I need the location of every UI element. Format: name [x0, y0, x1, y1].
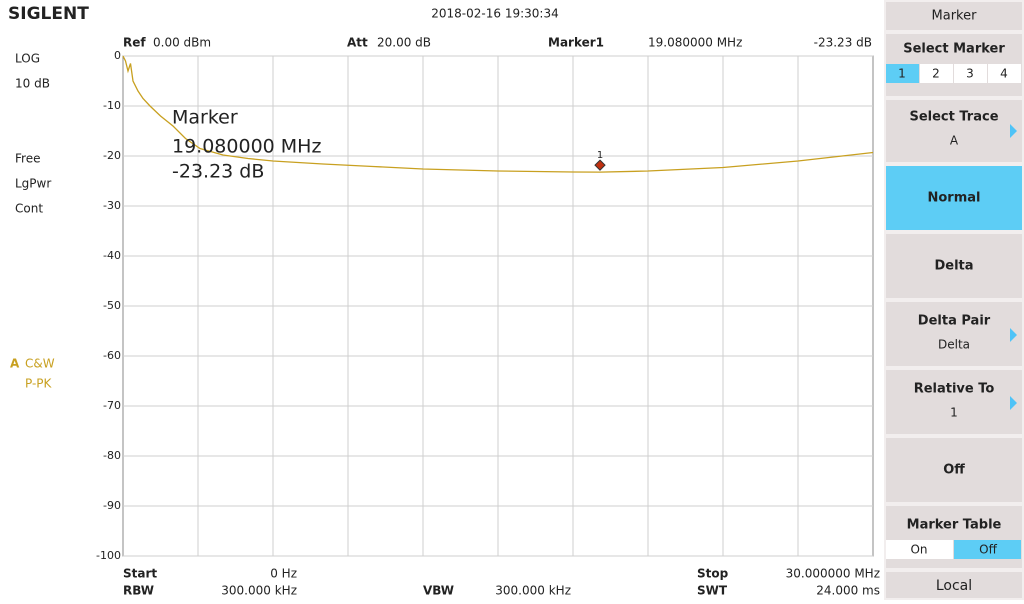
- marker-box-level: -23.23 dB: [172, 161, 264, 183]
- vbw-value: 300.000 kHz: [495, 584, 571, 598]
- datetime: 2018-02-16 19:30:34: [431, 7, 558, 21]
- toggle-off[interactable]: [954, 540, 1021, 559]
- y-tick-label: -100: [96, 549, 121, 562]
- marker-box-freq: 19.080000 MHz: [172, 136, 321, 158]
- marker-freq: 19.080000 MHz: [648, 36, 742, 50]
- att-value: 20.00 dB: [377, 36, 431, 50]
- y-tick-label: -70: [103, 399, 121, 412]
- detector-mode: LgPwr: [15, 177, 51, 191]
- delta-pair-value: Delta: [938, 338, 970, 352]
- swt-label: SWT: [697, 584, 728, 598]
- tab[interactable]: [988, 64, 1021, 83]
- delta-btn[interactable]: [886, 234, 1022, 298]
- y-tick-label: -90: [103, 499, 121, 512]
- marker-label: Marker1: [548, 36, 604, 50]
- normal-label: Normal: [928, 191, 981, 206]
- trace-mode: C&W: [25, 357, 55, 371]
- local-label: Local: [936, 578, 972, 594]
- marker-level: -23.23 dB: [814, 36, 872, 50]
- ref-label: Ref: [123, 36, 146, 50]
- toggle-on[interactable]: [886, 540, 953, 559]
- trace-detector: P-PK: [25, 377, 53, 391]
- local-btn[interactable]: [886, 572, 1022, 598]
- marker: [594, 159, 606, 171]
- trace: [122, 55, 874, 173]
- toggle-on-label: On: [910, 543, 927, 557]
- rbw-label: RBW: [123, 584, 154, 598]
- toggle-off-label: Off: [979, 543, 997, 557]
- tab[interactable]: [920, 64, 953, 83]
- ref-value: 0.00 dBm: [153, 36, 211, 50]
- arrow: [1010, 328, 1017, 342]
- delta-label: Delta: [934, 259, 973, 274]
- tab-label: 2: [932, 67, 940, 81]
- scale-div: 10 dB: [15, 77, 50, 91]
- stop-label: Stop: [697, 567, 729, 581]
- att-label: Att: [347, 36, 368, 50]
- y-tick-label: -10: [103, 99, 121, 112]
- relative-to-value: 1: [950, 406, 958, 420]
- menu-title: Marker: [932, 9, 978, 24]
- tab-active[interactable]: [886, 64, 919, 83]
- select-trace-value: A: [950, 134, 959, 148]
- rbw-value: 300.000 kHz: [221, 584, 297, 598]
- y-tick-label: -60: [103, 349, 121, 362]
- y-tick-label: -30: [103, 199, 121, 212]
- arrow: [1010, 396, 1017, 410]
- scale-type: LOG: [15, 52, 40, 66]
- normal-btn[interactable]: [886, 166, 1022, 230]
- off-btn[interactable]: [886, 438, 1022, 502]
- select-trace-label: Select Trace: [909, 110, 998, 125]
- y-tick-label: -80: [103, 449, 121, 462]
- trace-id: A: [10, 357, 20, 371]
- start-value: 0 Hz: [270, 567, 297, 581]
- delta-pair-btn[interactable]: [886, 302, 1022, 366]
- delta-pair-label: Delta Pair: [918, 314, 991, 329]
- off-label: Off: [943, 463, 965, 478]
- marker-box-title: Marker: [172, 107, 238, 129]
- select-trace-btn[interactable]: [886, 100, 1022, 162]
- tab-label: 1: [898, 67, 906, 81]
- y-tick-label: -40: [103, 249, 121, 262]
- y-tick-label: -20: [103, 149, 121, 162]
- select-marker-label: Select Marker: [903, 42, 1005, 57]
- trigger: Free: [15, 152, 40, 166]
- vbw-label: VBW: [423, 584, 454, 598]
- tab[interactable]: [954, 64, 987, 83]
- relative-to-label: Relative To: [914, 382, 995, 397]
- menu-title-bg: [886, 2, 1022, 30]
- plot: 0 -10 -20 -30 -40 -50 -60 -70 -80 -90 -100 1: [96, 49, 874, 562]
- swt-value: 24.000 ms: [816, 584, 880, 598]
- brand: SIGLENT: [8, 4, 89, 24]
- arrow: [1010, 124, 1017, 138]
- marker-table-label: Marker Table: [907, 518, 1002, 533]
- sweep: Cont: [15, 202, 43, 216]
- start-label: Start: [123, 567, 157, 581]
- marker-number: 1: [597, 150, 603, 161]
- tab-label: 4: [1000, 67, 1008, 81]
- y-tick-label: -50: [103, 299, 121, 312]
- stop-value: 30.000000 MHz: [786, 567, 880, 581]
- tab-label: 3: [966, 67, 974, 81]
- y-tick-label: 0: [114, 49, 121, 62]
- relative-to-btn[interactable]: [886, 370, 1022, 434]
